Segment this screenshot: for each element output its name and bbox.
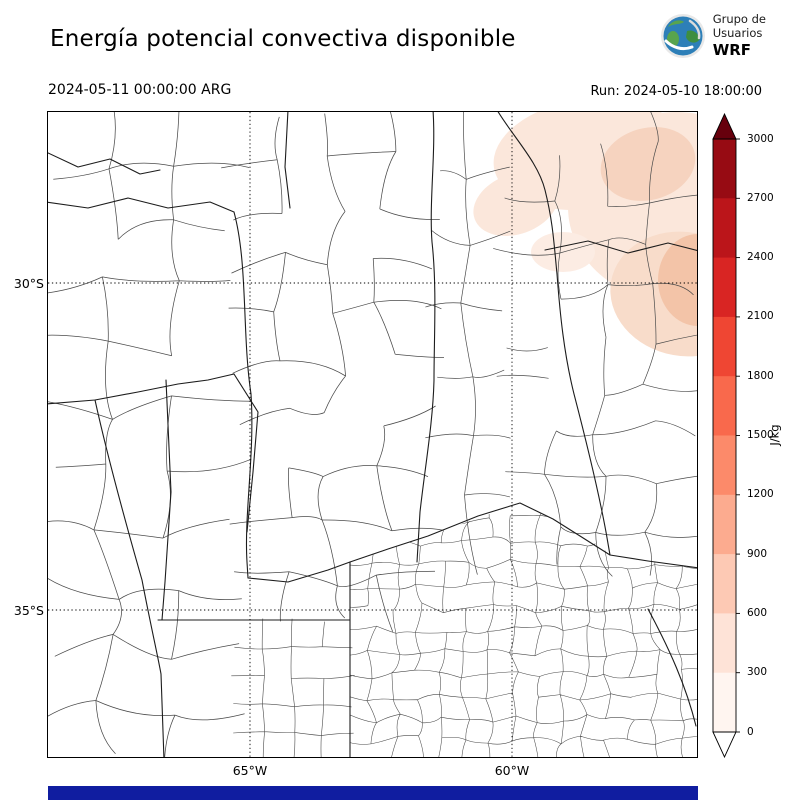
colorbar-tick-label: 600 (747, 606, 768, 619)
colorbar-tick-label: 2400 (747, 251, 774, 264)
logo-line-2: Usuarios (712, 26, 763, 41)
run-time: Run: 2024-05-10 18:00:00 (590, 84, 762, 99)
colorbar-tick-label: 2100 (747, 310, 774, 323)
map-frame (47, 111, 698, 758)
colorbar-tick-label: 3000 (747, 132, 774, 145)
globe-icon (660, 13, 705, 58)
logo-wrf: WRF (712, 41, 752, 60)
colorbar-tick-label: 2700 (747, 191, 774, 204)
colorbar-tick-label: 1800 (747, 369, 774, 382)
colorbar-tick-label: 1500 (747, 429, 774, 441)
colorbar-tick-label: 300 (747, 666, 768, 679)
logo-line-1: Grupo de (712, 12, 766, 26)
lat-tick-35s: 35°S (13, 603, 44, 618)
logo-text: Grupo de Usuarios WRF (713, 12, 766, 59)
footer-bar (48, 786, 698, 800)
colorbar-tick-label: 900 (747, 547, 768, 560)
valid-time: 2024-05-11 00:00:00 ARG (48, 82, 232, 98)
logo: Grupo de Usuarios WRF (660, 12, 766, 59)
lat-tick-30s: 30°S (13, 276, 44, 291)
colorbar-tick-label: 0 (747, 725, 754, 738)
page-title: Energía potencial convectiva disponible (50, 26, 516, 52)
lon-tick-65w: 65°W (232, 763, 268, 778)
map-canvas (48, 112, 697, 757)
colorbar (712, 113, 740, 758)
lon-tick-60w: 60°W (494, 763, 530, 778)
colorbar-tick-label: 1200 (747, 488, 774, 501)
